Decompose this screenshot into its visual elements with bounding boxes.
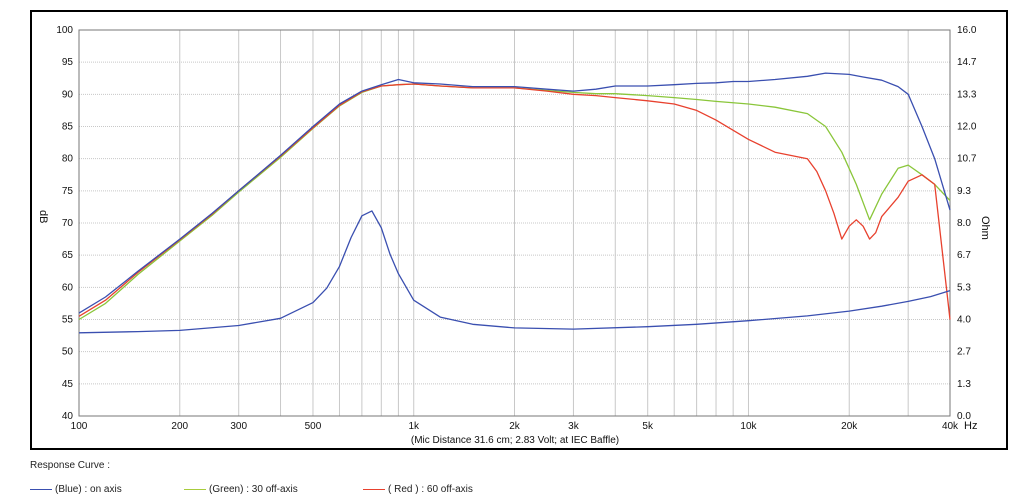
legend-item-green: (Green) : 30 off-axis — [184, 484, 298, 495]
legend-swatch-red — [363, 489, 385, 490]
y-tick-label-left: 50 — [62, 347, 74, 358]
y-tick-label-left: 65 — [62, 250, 74, 261]
series-line-3 — [78, 210, 951, 334]
series-line-2 — [78, 83, 951, 320]
y-tick-label-right: 14.7 — [957, 57, 977, 68]
y-tick-label-right: 9.3 — [957, 186, 971, 197]
x-tick-label: 300 — [230, 421, 247, 432]
y-tick-label-right: 0.0 — [957, 411, 971, 422]
y-tick-label-right: 6.7 — [957, 250, 971, 261]
plot-area — [78, 29, 951, 417]
legend-title: Response Curve : — [30, 460, 111, 471]
x-tick-label: 40k — [942, 421, 959, 432]
x-tick-label: 500 — [305, 421, 322, 432]
legend-item-red: ( Red ) : 60 off-axis — [363, 484, 473, 495]
legend-item-blue: (Blue) : on axis — [30, 484, 122, 495]
y-tick-label-right: 12.0 — [957, 122, 977, 133]
x-tick-label: 10k — [740, 421, 757, 432]
response-chart: 100 200 300 500 1k 2k 3k 5k 10k 20k 40k 100 95 90 85 80… — [37, 25, 991, 446]
y-tick-label-right: 2.7 — [957, 347, 971, 358]
y-tick-label-left: 40 — [62, 411, 74, 422]
legend-label-green: (Green) : 30 off-axis — [209, 484, 298, 495]
x-tick-label: 1k — [408, 421, 420, 432]
y-tick-label-right: 16.0 — [957, 25, 977, 36]
y-tick-label-left: 55 — [62, 315, 74, 326]
y-tick-label-left: 45 — [62, 379, 74, 390]
x-tick-label: 2k — [509, 421, 521, 432]
y-axis-label-left: dB — [37, 210, 49, 223]
y-tick-label-left: 75 — [62, 186, 74, 197]
curves — [78, 72, 951, 334]
y-tick-label-left: 90 — [62, 89, 74, 100]
legend-swatch-blue — [30, 489, 52, 490]
series-line-0 — [78, 72, 951, 314]
y-tick-label-right: 8.0 — [957, 218, 971, 229]
x-tick-label: 200 — [171, 421, 188, 432]
y-tick-label-left: 95 — [62, 57, 74, 68]
y-tick-label-left: 70 — [62, 218, 74, 229]
y-tick-label-left: 80 — [62, 154, 74, 165]
legend-label-red: ( Red ) : 60 off-axis — [388, 484, 473, 495]
x-tick-label: 20k — [841, 421, 858, 432]
legend-swatch-green — [184, 489, 206, 490]
x-tick-label: 3k — [568, 421, 580, 432]
y-tick-label-left: 85 — [62, 122, 74, 133]
x-tick-label: 5k — [642, 421, 654, 432]
y-tick-label-right: 4.0 — [957, 315, 971, 326]
y-tick-label-right: 10.7 — [957, 154, 977, 165]
y-tick-label-left: 60 — [62, 282, 74, 293]
y-tick-label-right: 13.3 — [957, 89, 977, 100]
chart-caption: (Mic Distance 31.6 cm; 2.83 Volt; at IEC… — [411, 435, 619, 446]
x-tick-label: 100 — [71, 421, 88, 432]
y-tick-label-left: 100 — [56, 25, 73, 36]
y-tick-label-right: 1.3 — [957, 379, 971, 390]
x-axis-unit: Hz — [964, 420, 977, 432]
series-line-1 — [78, 83, 951, 321]
tick-labels: 100 200 300 500 1k 2k 3k 5k 10k 20k 40k 100 95 90 85 80… — [56, 25, 977, 432]
y-tick-label-right: 5.3 — [957, 282, 971, 293]
legend-label-blue: (Blue) : on axis — [55, 484, 122, 495]
y-axis-label-right: Ohm — [979, 216, 991, 240]
